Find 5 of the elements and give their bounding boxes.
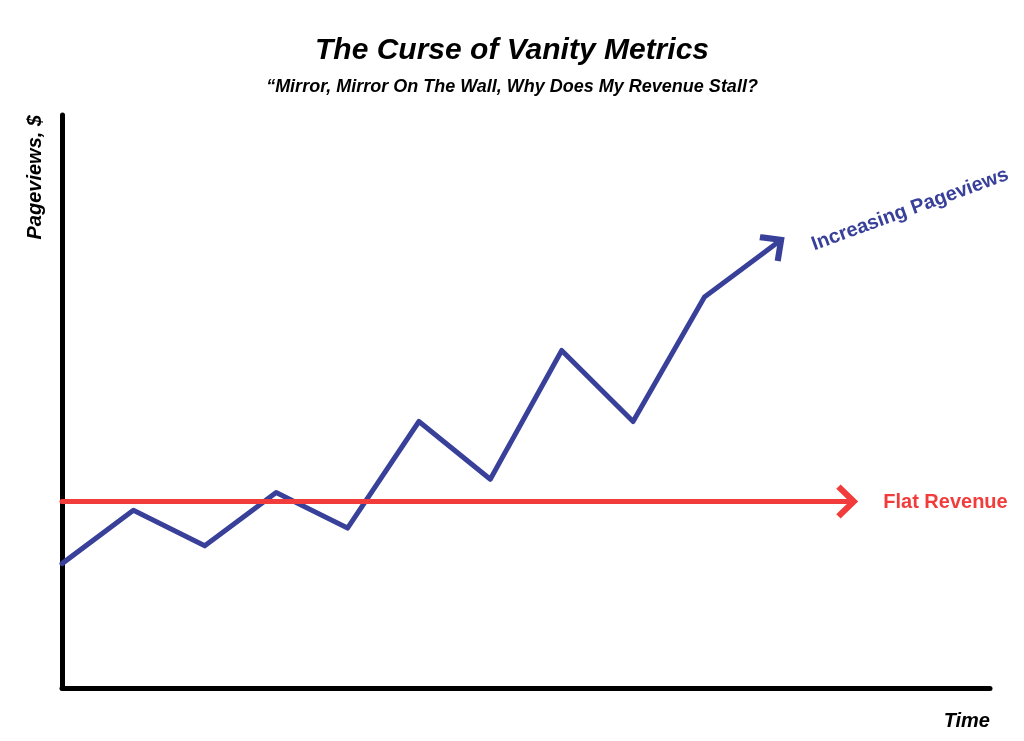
chart-subtitle: “Mirror, Mirror On The Wall, Why Does My Revenue Stall? [266, 76, 758, 96]
series-label: Flat Revenue [883, 490, 1008, 513]
x-axis-title: Time [943, 709, 990, 731]
chart-title: The Curse of Vanity Metrics [315, 31, 709, 65]
y-axis-title: Pageviews, $ [23, 114, 45, 240]
